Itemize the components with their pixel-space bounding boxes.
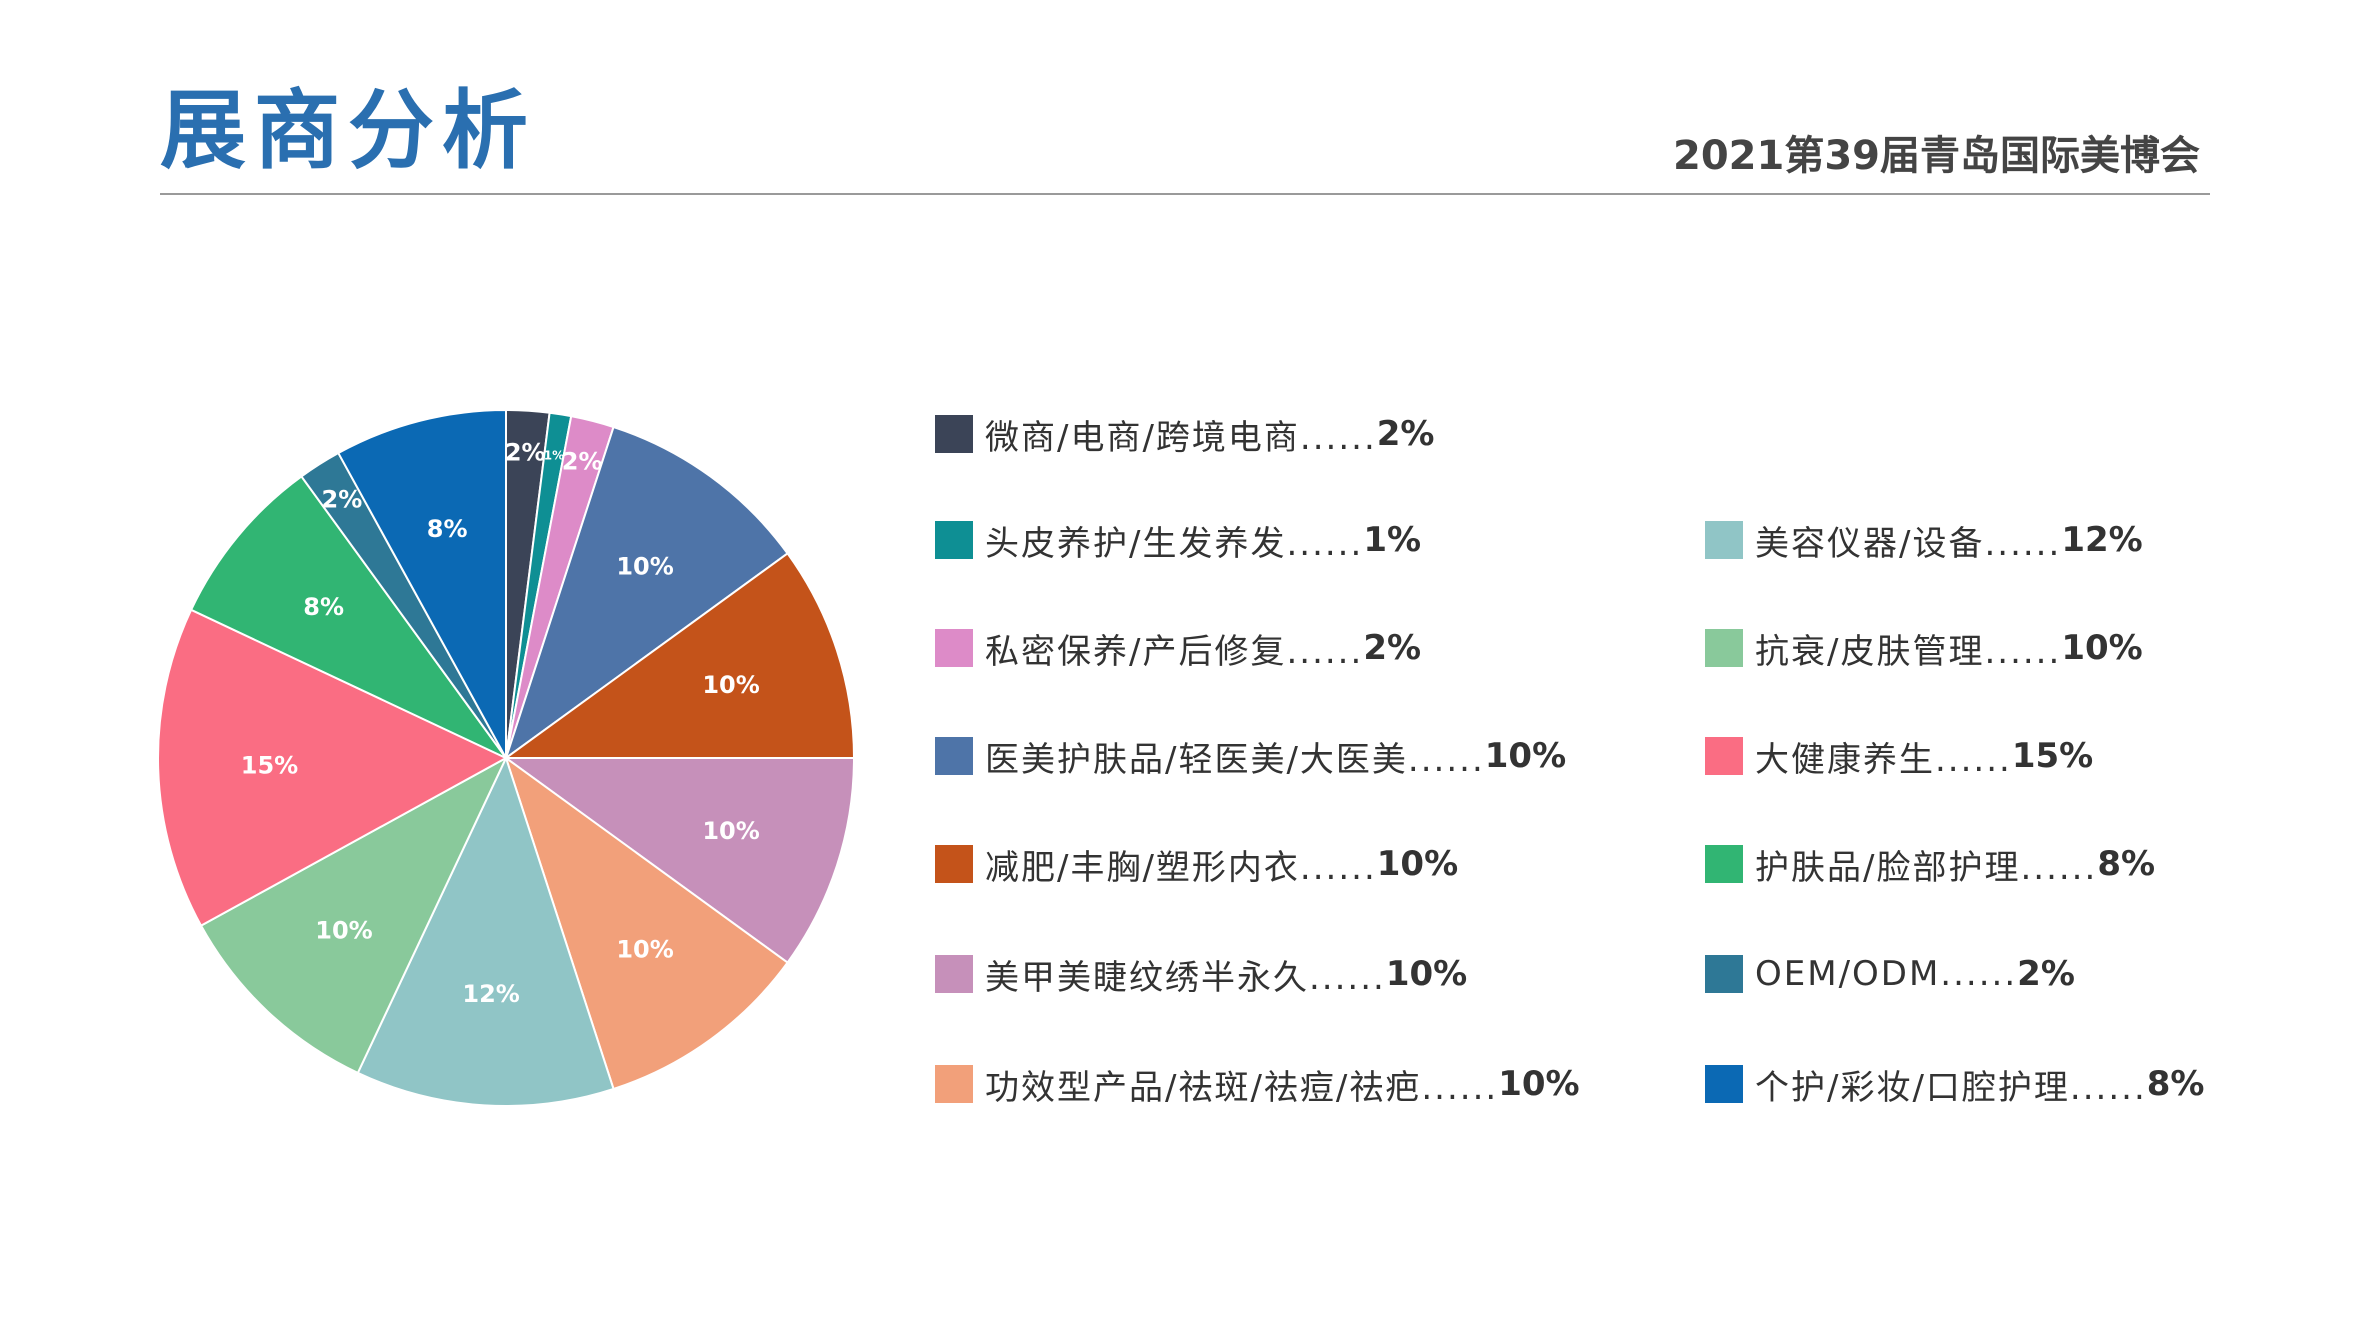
slice-label: 15% bbox=[241, 751, 298, 779]
legend-swatch bbox=[935, 845, 973, 883]
legend-label: 医美护肤品/轻医美/大医美...... bbox=[985, 739, 1485, 780]
legend-item: 美甲美睫纹绣半永久...... 10% bbox=[935, 952, 1468, 998]
legend-value: 10% bbox=[2061, 628, 2143, 668]
legend-item: 护肤品/脸部护理...... 8% bbox=[1705, 842, 2156, 888]
legend-swatch bbox=[935, 415, 973, 453]
slice-label: 12% bbox=[462, 980, 519, 1008]
legend-label: 大健康养生...... bbox=[1755, 739, 2012, 780]
legend-label: 美甲美睫纹绣半永久...... bbox=[985, 957, 1386, 998]
legend-value: 2% bbox=[2017, 954, 2075, 994]
legend-swatch bbox=[935, 955, 973, 993]
legend-label: 护肤品/脸部护理...... bbox=[1755, 847, 2098, 888]
legend-value: 1% bbox=[1363, 520, 1422, 560]
legend-value: 10% bbox=[1385, 954, 1468, 994]
legend-label: 功效型产品/祛斑/祛痘/祛疤...... bbox=[985, 1067, 1499, 1108]
page-title: 展商分析 bbox=[160, 81, 536, 181]
header-divider bbox=[160, 193, 2210, 195]
legend-swatch bbox=[1705, 955, 1743, 993]
legend-swatch bbox=[935, 521, 973, 559]
legend-label: 抗衰/皮肤管理...... bbox=[1755, 631, 2062, 672]
legend-value: 10% bbox=[1484, 736, 1567, 776]
pie-slice bbox=[502, 552, 856, 759]
slice-label: 8% bbox=[427, 515, 468, 543]
slice-label: 2% bbox=[505, 438, 546, 466]
legend-value: 2% bbox=[1363, 628, 1422, 668]
pie-slice bbox=[504, 425, 789, 761]
legend-swatch bbox=[1705, 629, 1743, 667]
slice-label: 10% bbox=[616, 553, 673, 581]
pie-slice bbox=[502, 757, 856, 964]
slice-label: 1% bbox=[544, 449, 564, 463]
legend-label: 头皮养护/生发养发...... bbox=[985, 523, 1364, 564]
legend-item: 医美护肤品/轻医美/大医美...... 10% bbox=[935, 734, 1567, 780]
slice-label: 2% bbox=[322, 485, 363, 513]
legend-value: 8% bbox=[2097, 844, 2156, 884]
legend-item: 功效型产品/祛斑/祛痘/祛疤...... 10% bbox=[935, 1062, 1580, 1108]
legend-swatch bbox=[935, 629, 973, 667]
pie-slice bbox=[189, 475, 507, 759]
legend-swatch bbox=[935, 737, 973, 775]
legend-swatch bbox=[1705, 737, 1743, 775]
slice-label: 10% bbox=[702, 817, 759, 845]
pie-slice bbox=[504, 755, 789, 1091]
pie-chart: 2%1%2%10%10%10%10%12%10%15%8%2%8% bbox=[157, 408, 856, 1107]
legend-label: 美容仪器/设备...... bbox=[1755, 523, 2062, 564]
legend-label: 私密保养/产后修复...... bbox=[985, 631, 1364, 672]
legend-item: 头皮养护/生发养发...... 1% bbox=[935, 518, 1422, 564]
legend-label: OEM/ODM...... bbox=[1755, 954, 2018, 994]
legend-value: 10% bbox=[1376, 844, 1459, 884]
legend-swatch bbox=[1705, 521, 1743, 559]
legend-swatch bbox=[1705, 1065, 1743, 1103]
pie-slice bbox=[356, 755, 615, 1107]
pie-slice bbox=[336, 408, 507, 759]
legend-swatch bbox=[935, 1065, 973, 1103]
legend-label: 减肥/丰胸/塑形内衣...... bbox=[985, 847, 1377, 888]
legend-value: 15% bbox=[2011, 736, 2094, 776]
legend-item: 微商/电商/跨境电商...... 2% bbox=[935, 412, 1435, 458]
legend-swatch bbox=[1705, 845, 1743, 883]
slice-label: 8% bbox=[303, 593, 344, 621]
legend-label: 微商/电商/跨境电商...... bbox=[985, 417, 1377, 458]
slice-label: 10% bbox=[315, 917, 372, 945]
legend-value: 8% bbox=[2146, 1064, 2205, 1104]
slice-label: 10% bbox=[702, 671, 759, 699]
legend-item: 美容仪器/设备...... 12% bbox=[1705, 518, 2143, 564]
legend-value: 12% bbox=[2061, 520, 2143, 560]
legend-item: 减肥/丰胸/塑形内衣...... 10% bbox=[935, 842, 1459, 888]
legend-value: 2% bbox=[1376, 414, 1435, 454]
slice-label: 2% bbox=[562, 447, 603, 475]
event-name: 2021第39届青岛国际美博会 bbox=[1673, 133, 2200, 179]
legend-item: 私密保养/产后修复...... 2% bbox=[935, 626, 1422, 672]
legend-item: OEM/ODM...... 2% bbox=[1705, 952, 2075, 996]
legend-item: 抗衰/皮肤管理...... 10% bbox=[1705, 626, 2143, 672]
pie-slice bbox=[199, 755, 509, 1075]
legend-value: 10% bbox=[1498, 1064, 1580, 1104]
pie-slice bbox=[157, 608, 509, 928]
legend-item: 个护/彩妆/口腔护理...... 8% bbox=[1705, 1062, 2205, 1108]
legend-label: 个护/彩妆/口腔护理...... bbox=[1755, 1067, 2147, 1108]
slice-label: 10% bbox=[616, 935, 673, 963]
legend-item: 大健康养生...... 15% bbox=[1705, 734, 2094, 780]
